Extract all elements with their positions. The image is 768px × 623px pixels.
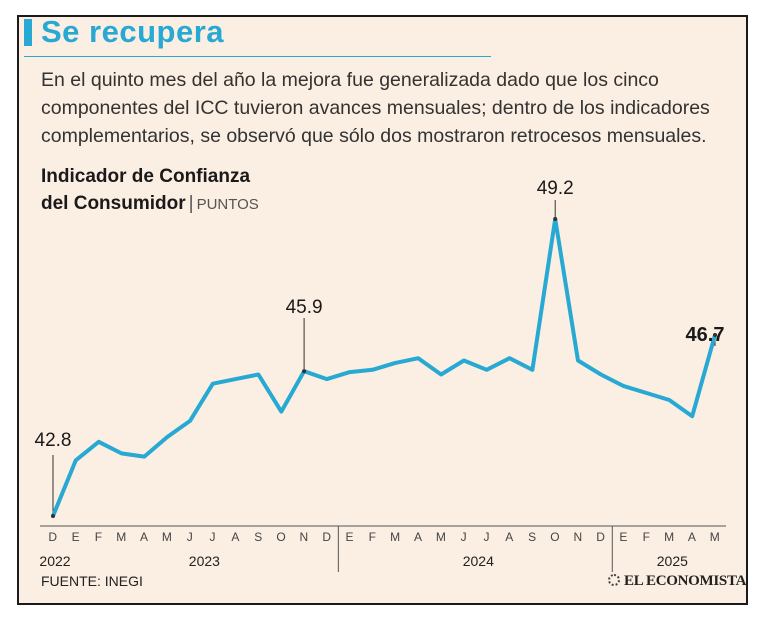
x-tick-label: M — [162, 530, 173, 544]
x-tick-label: A — [414, 530, 423, 544]
x-tick-label: A — [505, 530, 514, 544]
headline-underline — [24, 56, 491, 57]
annotation-dot — [713, 333, 717, 338]
data-point — [371, 368, 374, 372]
year-label: 2022 — [39, 553, 70, 569]
title-separator: | — [188, 193, 194, 214]
data-point — [485, 368, 488, 372]
x-tick-label: D — [596, 530, 605, 544]
x-tick-label: N — [300, 530, 309, 544]
chart-title-line-1: Indicador de Confianza — [41, 166, 251, 187]
chart-title: Indicador de Confianza del Consumidor | PU… — [41, 163, 259, 218]
brand-name: EL ECONOMISTA — [624, 573, 747, 589]
data-point — [417, 357, 420, 360]
data-label: 42.8 — [35, 430, 72, 451]
x-tick-label: E — [346, 530, 355, 544]
data-point — [645, 391, 648, 395]
data-label: 49.2 — [537, 178, 574, 199]
data-point — [576, 359, 580, 362]
annotation-dot — [302, 369, 307, 374]
data-point — [622, 384, 625, 388]
data-point — [120, 452, 123, 455]
data-point — [143, 455, 146, 458]
data-point — [165, 435, 169, 439]
year-label: 2024 — [463, 553, 494, 569]
data-point — [462, 359, 466, 362]
x-tick-label: O — [276, 530, 286, 544]
data-point — [508, 357, 511, 360]
data-point — [257, 373, 260, 376]
data-point — [97, 440, 100, 443]
annotation-dot — [51, 514, 55, 518]
infographic-card — [17, 15, 748, 605]
x-tick-label: E — [619, 530, 628, 544]
x-tick-label: M — [390, 530, 401, 544]
data-point — [668, 398, 671, 402]
chart-unit: PUNTOS — [196, 196, 259, 213]
x-tick-label: M — [116, 530, 127, 544]
data-point — [599, 373, 603, 376]
x-tick-label: S — [254, 530, 263, 544]
year-label: 2023 — [189, 553, 220, 569]
x-tick-label: J — [461, 530, 468, 544]
x-tick-label: A — [231, 530, 240, 544]
brand-icon — [608, 574, 620, 586]
x-tick-label: M — [710, 530, 721, 544]
data-point — [394, 361, 397, 365]
x-tick-label: D — [322, 530, 331, 544]
x-tick-label: A — [140, 530, 149, 544]
data-point — [439, 373, 443, 376]
series-line — [51, 217, 717, 518]
x-tick-label: J — [210, 530, 217, 544]
x-tick-label: S — [528, 530, 537, 544]
x-tick-label: E — [72, 530, 81, 544]
data-point — [325, 377, 329, 381]
x-tick-label: D — [48, 530, 57, 544]
data-point — [211, 382, 214, 385]
data-label: 45.9 — [286, 297, 323, 318]
data-point — [280, 410, 283, 413]
chart-title-line-2: del Consumidor — [41, 193, 186, 214]
data-point — [690, 415, 694, 418]
x-tick-label: N — [573, 530, 582, 544]
headline: Se recupera — [41, 14, 224, 49]
year-label: 2025 — [657, 553, 688, 569]
x-tick-label: M — [664, 530, 675, 544]
x-tick-label: O — [550, 530, 560, 544]
data-point — [531, 368, 534, 372]
data-point — [234, 377, 237, 381]
x-tick-label: M — [436, 530, 447, 544]
source-note: FUENTE: INEGI — [41, 573, 143, 589]
x-tick-label: J — [187, 530, 194, 544]
x-tick-label: J — [483, 530, 490, 544]
data-point — [188, 419, 192, 423]
x-tick-label: F — [95, 530, 103, 544]
x-tick-label: F — [369, 530, 377, 544]
annotation-dot — [553, 217, 558, 221]
data-point — [348, 370, 351, 374]
brand-logo: EL ECONOMISTA — [608, 573, 746, 590]
headline-accent-bar — [24, 19, 32, 46]
x-tick-label: A — [688, 530, 697, 544]
x-tick-label: F — [643, 530, 651, 544]
data-label: 46.7 — [686, 324, 725, 346]
data-point — [74, 459, 78, 462]
description-text: En el quinto mes del año la mejora fue g… — [41, 69, 710, 147]
